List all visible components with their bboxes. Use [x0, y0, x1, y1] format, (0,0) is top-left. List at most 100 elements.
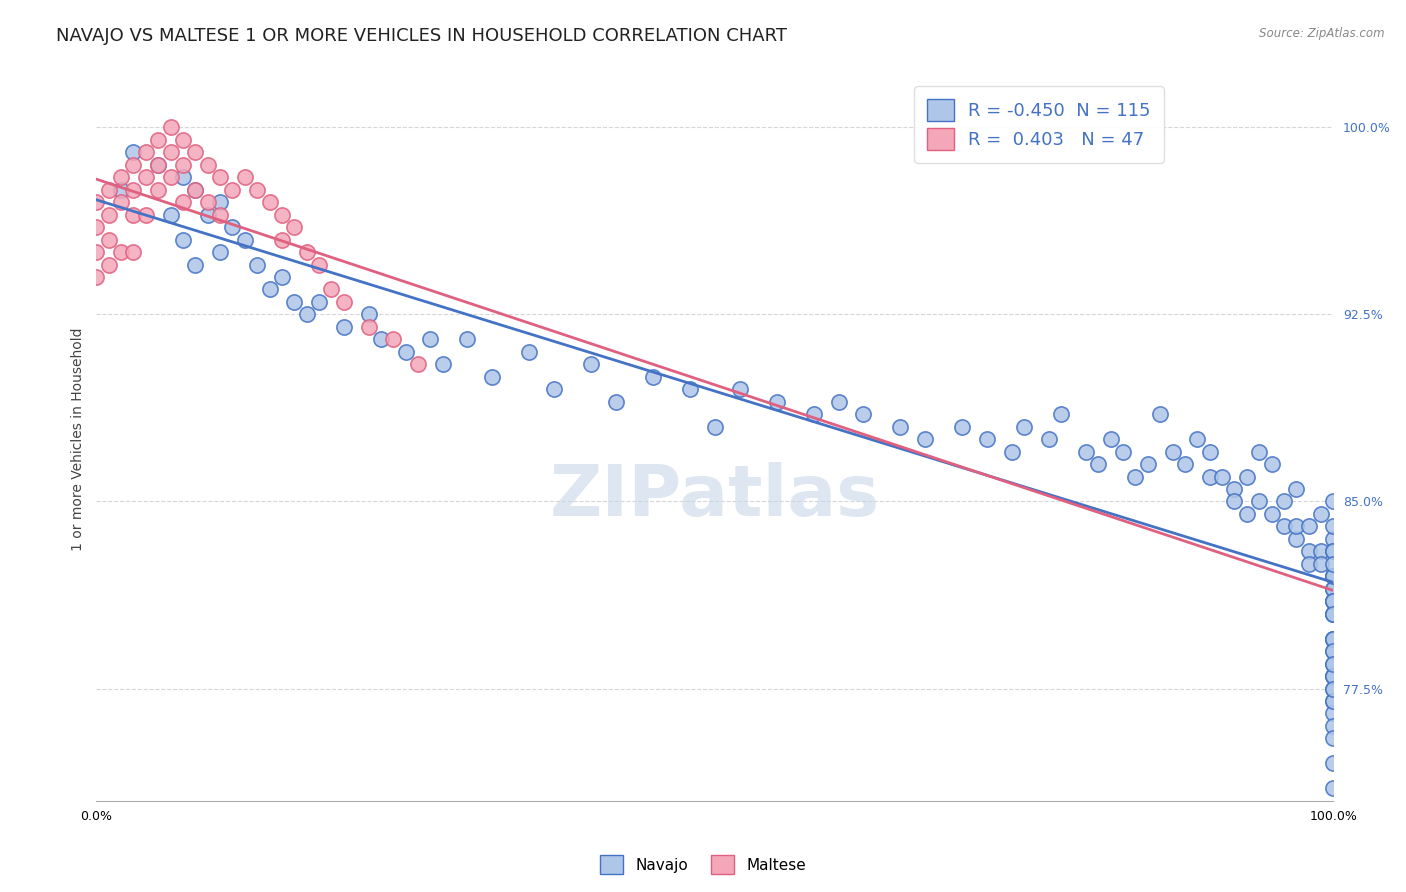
Point [148, 158, 170, 172]
Point [122, 145, 145, 160]
Point [1012, 419, 1035, 434]
Point [1322, 657, 1344, 671]
Point [221, 183, 243, 197]
Point [432, 357, 454, 371]
Point [209, 195, 232, 210]
Point [370, 332, 392, 346]
Point [1322, 594, 1344, 608]
Point [827, 394, 849, 409]
Point [271, 233, 294, 247]
Point [172, 133, 194, 147]
Point [1322, 544, 1344, 558]
Point [852, 407, 875, 421]
Point [184, 258, 207, 272]
Point [1322, 694, 1344, 708]
Point [1322, 644, 1344, 658]
Point [889, 419, 911, 434]
Point [209, 170, 232, 185]
Point [197, 158, 219, 172]
Point [135, 170, 157, 185]
Point [1322, 781, 1344, 796]
Point [135, 208, 157, 222]
Point [1260, 457, 1282, 471]
Point [765, 394, 787, 409]
Point [86, 245, 108, 260]
Point [1322, 706, 1344, 721]
Point [1149, 407, 1171, 421]
Text: ZIPatlas: ZIPatlas [550, 462, 880, 532]
Point [184, 183, 207, 197]
Point [1322, 644, 1344, 658]
Point [728, 382, 751, 396]
Point [321, 282, 343, 296]
Point [1174, 457, 1197, 471]
Point [259, 282, 281, 296]
Point [135, 145, 157, 160]
Point [122, 183, 145, 197]
Point [1322, 594, 1344, 608]
Point [803, 407, 825, 421]
Point [1322, 494, 1344, 508]
Point [159, 170, 181, 185]
Point [1285, 532, 1308, 546]
Point [1322, 582, 1344, 596]
Point [1322, 544, 1344, 558]
Point [357, 307, 380, 321]
Point [97, 233, 120, 247]
Point [456, 332, 478, 346]
Point [332, 294, 354, 309]
Point [1285, 519, 1308, 533]
Point [1322, 532, 1344, 546]
Point [1310, 544, 1333, 558]
Point [1322, 569, 1344, 583]
Point [703, 419, 725, 434]
Point [172, 170, 194, 185]
Point [1050, 407, 1073, 421]
Point [1322, 632, 1344, 646]
Point [1322, 756, 1344, 771]
Point [1112, 444, 1135, 458]
Point [1223, 482, 1246, 496]
Point [1322, 731, 1344, 746]
Point [209, 208, 232, 222]
Point [543, 382, 565, 396]
Point [159, 208, 181, 222]
Point [246, 258, 269, 272]
Point [1322, 594, 1344, 608]
Legend: R = -0.450  N = 115, R =  0.403   N = 47: R = -0.450 N = 115, R = 0.403 N = 47 [914, 87, 1164, 163]
Point [641, 369, 664, 384]
Text: Source: ZipAtlas.com: Source: ZipAtlas.com [1260, 27, 1385, 40]
Point [122, 208, 145, 222]
Point [148, 183, 170, 197]
Text: NAVAJO VS MALTESE 1 OR MORE VEHICLES IN HOUSEHOLD CORRELATION CHART: NAVAJO VS MALTESE 1 OR MORE VEHICLES IN … [56, 27, 787, 45]
Point [122, 158, 145, 172]
Point [605, 394, 627, 409]
Point [1322, 607, 1344, 621]
Point [1322, 669, 1344, 683]
Point [1249, 494, 1271, 508]
Point [1310, 557, 1333, 571]
Point [1087, 457, 1109, 471]
Point [1272, 494, 1295, 508]
Point [1298, 519, 1320, 533]
Point [1322, 657, 1344, 671]
Point [159, 145, 181, 160]
Y-axis label: 1 or more Vehicles in Household: 1 or more Vehicles in Household [72, 327, 86, 551]
Point [1038, 432, 1060, 446]
Point [159, 120, 181, 135]
Point [283, 294, 305, 309]
Point [1322, 632, 1344, 646]
Point [394, 344, 416, 359]
Point [1223, 494, 1246, 508]
Point [1198, 469, 1220, 483]
Point [1310, 507, 1333, 521]
Point [209, 245, 232, 260]
Point [233, 170, 256, 185]
Point [1322, 607, 1344, 621]
Point [1322, 669, 1344, 683]
Point [950, 419, 973, 434]
Point [1322, 607, 1344, 621]
Point [97, 208, 120, 222]
Point [197, 195, 219, 210]
Point [481, 369, 503, 384]
